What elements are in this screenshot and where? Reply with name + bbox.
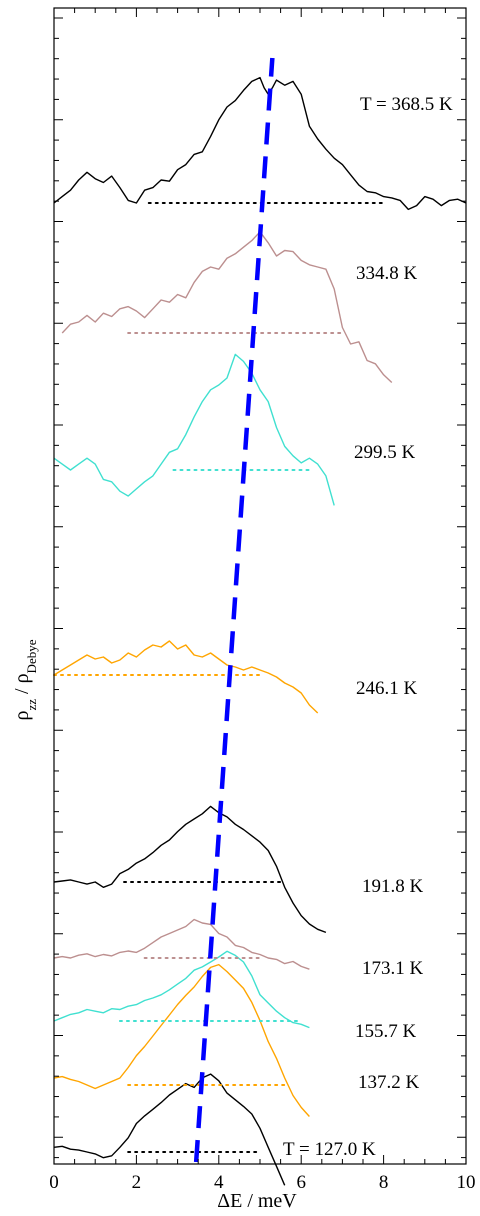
series-line-7 <box>53 963 310 1117</box>
series-line-6 <box>53 950 310 1029</box>
series-line-2 <box>53 353 335 506</box>
y-axis-title-main-sub: zz <box>24 699 39 711</box>
series-line-8 <box>53 1073 286 1186</box>
x-tick-label-0: 0 <box>49 1172 59 1193</box>
series-line-0 <box>53 76 467 211</box>
trend-group <box>193 57 275 1163</box>
x-axis-title: ΔE / meV <box>217 1190 297 1212</box>
labels-group: T = 368.5 K 334.8 K 299.5 K 246.1 K 191.8 K 1… <box>283 94 453 1160</box>
x-tick-label-2: 4 <box>214 1172 224 1193</box>
series-label-0: T = 368.5 K <box>360 94 453 115</box>
baselines-group <box>53 202 385 1153</box>
series-label-8: T = 127.0 K <box>283 1139 376 1160</box>
series-label-4: 191.8 K <box>362 876 424 897</box>
series-label-2: 299.5 K <box>354 442 416 463</box>
trend-line <box>193 57 275 1163</box>
y-axis-title-den-sub: Debye <box>24 639 39 673</box>
curves-group <box>53 76 467 1186</box>
x-tick-label-3: 6 <box>296 1172 306 1193</box>
y-axis-title-main: ρ <box>11 711 33 721</box>
series-line-3 <box>53 640 319 714</box>
series-label-7: 137.2 K <box>358 1072 420 1093</box>
x-tick-label-1: 2 <box>132 1172 142 1193</box>
axes-frame: 0 2 4 6 8 10 <box>49 7 476 1193</box>
y-axis-title-den: ρ <box>11 673 33 683</box>
series-line-1 <box>61 231 393 384</box>
series-label-5: 173.1 K <box>362 958 424 979</box>
series-label-3: 246.1 K <box>356 678 418 699</box>
series-line-5 <box>53 918 310 970</box>
y-axis-title-sep: / <box>11 683 33 699</box>
y-axis-title: ρzz / ρDebye <box>11 639 39 720</box>
series-label-6: 155.7 K <box>355 1021 417 1042</box>
series-label-1: 334.8 K <box>356 263 418 284</box>
x-tick-label-4: 8 <box>379 1172 389 1193</box>
x-tick-label-5: 10 <box>457 1172 476 1193</box>
series-line-4 <box>53 805 327 934</box>
